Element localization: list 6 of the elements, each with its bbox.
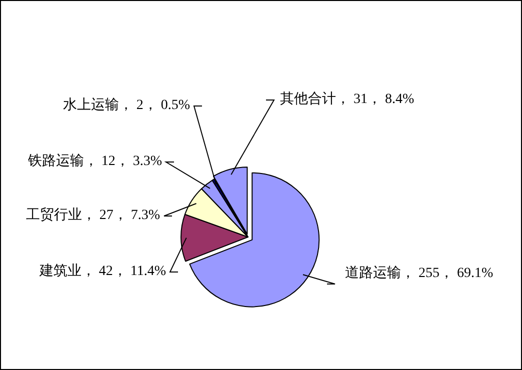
slice-label: 铁路运输， 12， 3.3% [28,153,162,171]
slice-label: 其他合计， 31， 8.4% [280,91,414,109]
slice-label: 建筑业， 42， 11.4% [39,263,166,281]
slice-label: 水上运输， 2， 0.5% [62,97,190,115]
slice-label: 工贸行业， 27， 7.3% [26,207,160,225]
slice-label: 道路运输， 255， 69.1% [345,265,494,283]
